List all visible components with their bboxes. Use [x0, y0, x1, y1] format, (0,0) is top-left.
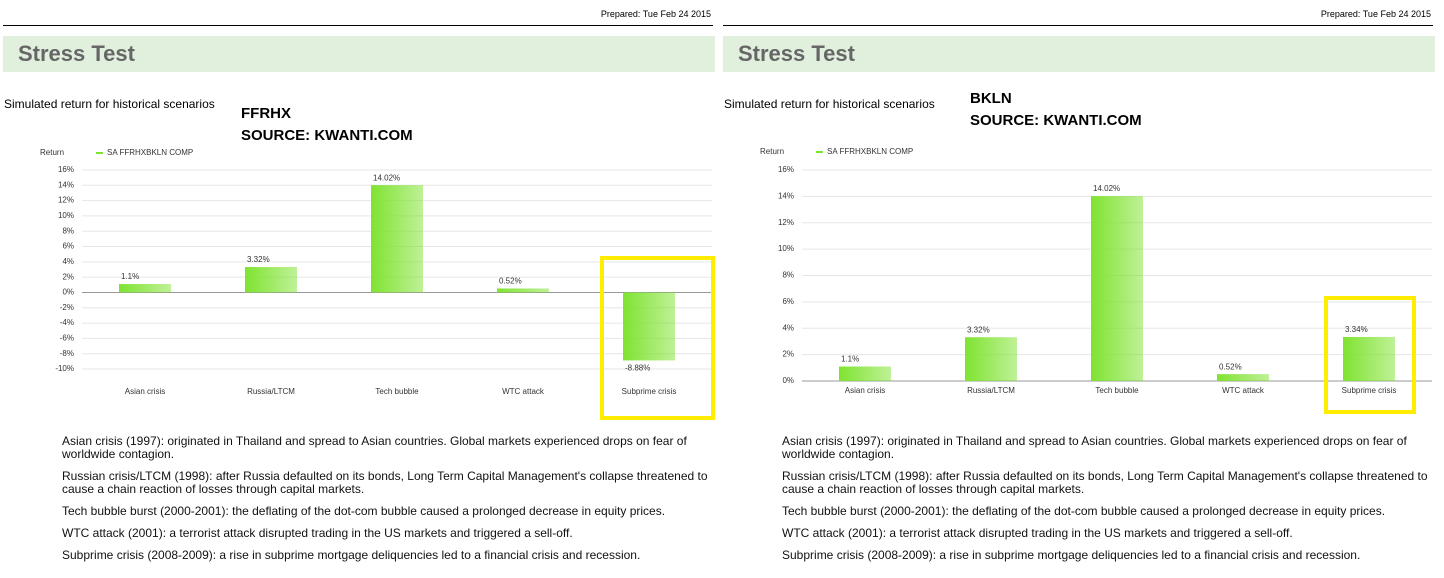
bar: [245, 267, 297, 293]
description: Asian crisis (1997): originated in Thail…: [782, 434, 1407, 461]
x-tick-label: Subprime crisis: [622, 387, 677, 396]
bar: [497, 288, 549, 293]
value-label: 3.34%: [1345, 325, 1368, 334]
y-tick-label: 4%: [782, 323, 794, 332]
y-tick-label: 16%: [58, 165, 74, 174]
title-band: Stress Test: [723, 36, 1435, 72]
heading: Stress Test: [18, 41, 135, 66]
value-label: 3.32%: [967, 325, 990, 334]
description: Russian crisis/LTCM (1998): after Russia…: [62, 469, 708, 496]
value-label: -8.88%: [625, 364, 650, 373]
annotation: BKLN: [970, 90, 1012, 107]
x-tick-label: Russia/LTCM: [247, 387, 295, 396]
y-tick-label: 8%: [782, 271, 794, 280]
value-label: 0.52%: [499, 277, 522, 286]
highlight-box: [600, 256, 715, 420]
y-axis-label: Return: [40, 148, 64, 157]
y-tick-label: 0%: [62, 288, 74, 297]
y-tick-label: 14%: [58, 180, 74, 189]
x-tick-label: Tech bubble: [375, 387, 419, 396]
value-label: 3.32%: [247, 255, 270, 264]
description: Tech bubble burst (2000-2001): the defla…: [782, 504, 1386, 518]
x-tick-label: Asian crisis: [845, 386, 885, 395]
y-tick-label: -2%: [60, 303, 74, 312]
value-label: 0.52%: [1219, 362, 1242, 371]
x-tick-label: Asian crisis: [125, 387, 165, 396]
description: Tech bubble burst (2000-2001): the defla…: [62, 504, 666, 518]
legend-label: SA FFRHXBKLN COMP: [107, 148, 193, 157]
description: Subprime crisis (2008-2009): a rise in s…: [62, 548, 641, 562]
x-tick-label: WTC attack: [1222, 386, 1265, 395]
y-tick-label: 12%: [778, 218, 794, 227]
prepared: Prepared: Tue Feb 24 2015: [600, 9, 711, 19]
y-tick-label: 10%: [778, 244, 794, 253]
annotation: SOURCE: KWANTI.COM: [241, 127, 413, 144]
title-band: Stress Test: [3, 36, 715, 72]
y-tick-label: -6%: [60, 333, 74, 342]
highlight-box: [1324, 296, 1416, 414]
bar: [1091, 196, 1143, 381]
heading: Stress Test: [738, 41, 855, 66]
y-tick-label: 6%: [62, 242, 74, 251]
y-tick-label: 2%: [62, 272, 74, 281]
y-axis-label: Return: [760, 147, 784, 156]
bar: [623, 292, 675, 361]
subtitle: Simulated return for historical scenario…: [724, 97, 935, 111]
y-tick-label: 12%: [58, 196, 74, 205]
y-tick-label: 6%: [782, 297, 794, 306]
bar: [839, 366, 891, 381]
description: Russian crisis/LTCM (1998): after Russia…: [782, 469, 1428, 496]
descriptions: Asian crisis (1997): originated in Thail…: [62, 435, 712, 571]
rule: [723, 25, 1433, 26]
annotation: SOURCE: KWANTI.COM: [970, 112, 1142, 129]
bar: [1343, 336, 1395, 381]
y-tick-label: 14%: [778, 191, 794, 200]
value-label: 14.02%: [1093, 184, 1120, 193]
bar: [119, 284, 171, 293]
value-label: 14.02%: [373, 173, 400, 182]
y-tick-label: 0%: [782, 376, 794, 385]
description: WTC attack (2001): a terrorist attack di…: [782, 526, 1293, 540]
description: Asian crisis (1997): originated in Thail…: [62, 434, 687, 461]
y-tick-label: 16%: [778, 165, 794, 174]
descriptions: Asian crisis (1997): originated in Thail…: [782, 435, 1432, 571]
y-tick-label: 8%: [62, 226, 74, 235]
x-tick-label: Subprime crisis: [1342, 386, 1397, 395]
value-label: 1.1%: [121, 272, 139, 281]
subtitle: Simulated return for historical scenario…: [4, 97, 215, 111]
bar: [1217, 374, 1269, 381]
prepared: Prepared: Tue Feb 24 2015: [1320, 9, 1431, 19]
x-tick-label: Russia/LTCM: [967, 386, 1015, 395]
y-tick-label: 10%: [58, 211, 74, 220]
bar: [371, 185, 423, 293]
annotation: FFRHX: [241, 105, 291, 122]
legend-label: SA FFRHXBKLN COMP: [827, 147, 913, 156]
x-tick-label: Tech bubble: [1095, 386, 1139, 395]
y-tick-label: -10%: [55, 364, 74, 373]
y-tick-label: -4%: [60, 318, 74, 327]
bar: [965, 337, 1017, 381]
y-tick-label: -8%: [60, 349, 74, 358]
y-tick-label: 2%: [782, 350, 794, 359]
value-label: 1.1%: [841, 355, 859, 364]
rule: [3, 25, 713, 26]
description: Subprime crisis (2008-2009): a rise in s…: [782, 548, 1361, 562]
description: WTC attack (2001): a terrorist attack di…: [62, 526, 573, 540]
x-tick-label: WTC attack: [502, 387, 545, 396]
y-tick-label: 4%: [62, 257, 74, 266]
